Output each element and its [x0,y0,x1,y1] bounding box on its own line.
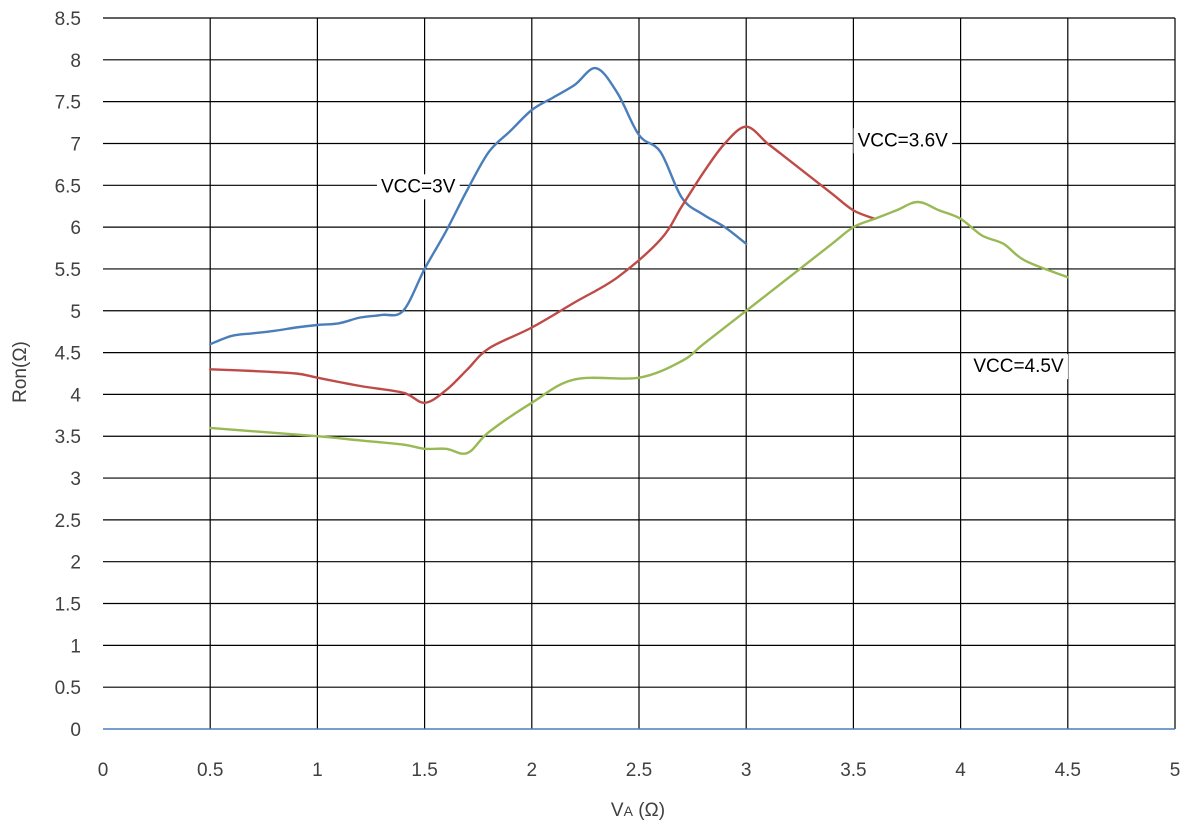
y-axis-title: Ron(Ω) [10,341,31,403]
y-tick-label: 5.5 [55,260,81,281]
y-tick-label: 5 [70,302,81,323]
y-tick-label: 0 [70,720,81,741]
x-tick-label: 5 [1170,760,1181,781]
annotation-background [969,354,1068,380]
x-axis-title: VA (Ω) [611,800,665,821]
series-line [209,200,1069,455]
x-tick-label: 4 [955,760,966,781]
x-tick-label: 0.5 [197,760,223,781]
y-tick-label: 1 [70,636,81,657]
x-tick-label: 1 [312,760,323,781]
y-tick-label: 6.5 [55,176,81,197]
x-tick-label: 0 [98,760,109,781]
y-tick-label: 8 [70,51,81,72]
y-tick-label: 8.5 [55,9,81,30]
series-annotations: VCC=3V VCC=3.6V VCC=4.5V [376,128,1068,380]
annotation-background [853,128,953,154]
series-annotation: VCC=3.6V [853,128,953,154]
series-line [209,66,748,346]
gridlines [103,17,1176,730]
x-tick-label: 4.5 [1055,760,1081,781]
y-tick-label: 2.5 [55,511,81,532]
y-tick-label: 4 [70,385,81,406]
series-line [209,125,876,404]
x-tick-label: 1.5 [411,760,437,781]
series-annotation: VCC=3V [376,174,460,200]
x-tick-label: 3.5 [840,760,866,781]
y-tick-label: 7.5 [55,93,81,114]
x-tick-label: 2.5 [626,760,652,781]
y-tick-label: 7 [70,134,81,155]
series-annotation-label: VCC=4.5V [973,356,1064,377]
series-annotation-label: VCC=3.6V [858,130,949,151]
y-tick-label: 1.5 [55,595,81,616]
y-tick-label: 3 [70,469,81,490]
y-tick-label: 6 [70,218,81,239]
y-tick-label: 2 [70,553,81,574]
x-tick-labels: 0 0.5 1 1.5 2 2.5 3 3.5 4 4.5 5 [98,760,1181,781]
y-tick-labels: 0 0.5 1 1.5 2 2.5 3 3.5 4 4.5 5 5.5 6 6.5 7 7.5 8 8.5 [55,9,82,741]
series-annotation-label: VCC=3V [381,176,456,197]
y-tick-label: 0.5 [55,678,81,699]
x-tick-label: 3 [741,760,752,781]
x-tick-label: 2 [527,760,538,781]
y-tick-label: 4.5 [55,344,81,365]
y-tick-label: 3.5 [55,427,81,448]
series-annotation: VCC=4.5V [969,354,1068,380]
series-lines [209,66,1069,455]
annotation-background [376,174,460,200]
